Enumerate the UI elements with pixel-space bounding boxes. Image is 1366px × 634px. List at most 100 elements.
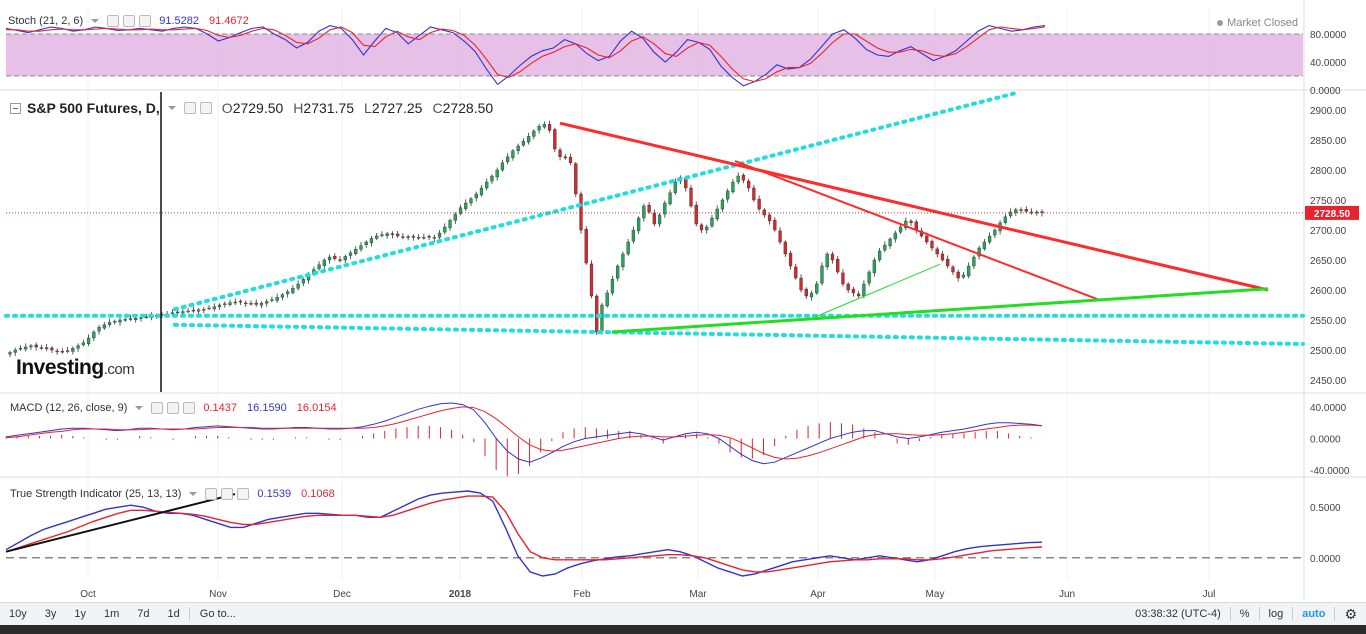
- clock-readout[interactable]: 03:38:32 (UTC-4): [1135, 608, 1221, 620]
- timeframe-1y[interactable]: 1y: [74, 608, 86, 620]
- percent-toggle[interactable]: %: [1239, 608, 1250, 620]
- timeframe-3y[interactable]: 3y: [44, 608, 57, 620]
- symbol-menu-caret-icon[interactable]: [167, 106, 176, 110]
- candle-up: [113, 321, 117, 323]
- candle-up: [343, 256, 347, 261]
- stoch-axis-label: 40.0000: [1310, 58, 1347, 69]
- candle-down: [553, 129, 557, 150]
- timeframe-1m[interactable]: 1m: [104, 608, 120, 620]
- timeframe-10y[interactable]: 10y: [9, 608, 27, 620]
- candle-up: [259, 303, 264, 306]
- investing-logo: Investing.com: [16, 356, 135, 380]
- macd-close-icon[interactable]: [183, 402, 196, 414]
- candle-down: [128, 318, 133, 320]
- candle-up: [71, 348, 75, 352]
- tsi-axis-label: 0.5000: [1310, 503, 1341, 514]
- price-axis-label: 2500.00: [1310, 346, 1347, 357]
- taskbar-strip: [0, 625, 1366, 634]
- macd-format-icon[interactable]: [167, 402, 180, 414]
- candle-down: [563, 156, 567, 159]
- candle-up: [825, 253, 829, 268]
- candle-down: [788, 252, 793, 267]
- candle-up: [610, 279, 615, 294]
- candle-up: [877, 250, 882, 261]
- stoch-settings-icon[interactable]: [107, 15, 120, 27]
- red-upper-trendline: [559, 121, 1269, 292]
- candle-up: [29, 345, 33, 348]
- candle-down: [244, 302, 248, 305]
- tsi-settings-icon[interactable]: [205, 488, 218, 500]
- stoch-k-line: [5, 25, 1046, 87]
- stoch-close-icon[interactable]: [139, 15, 152, 27]
- candle-up: [453, 214, 457, 221]
- candle-up: [228, 302, 232, 305]
- candle-down: [574, 163, 578, 195]
- last-price-tag: 2728.50: [1305, 205, 1359, 220]
- candle-down: [333, 255, 337, 260]
- candle-up: [186, 310, 190, 313]
- chart-background: [0, 0, 1366, 602]
- auto-toggle[interactable]: auto: [1302, 608, 1326, 620]
- tsi-menu-caret-icon[interactable]: [189, 492, 198, 496]
- macd-signal-value: 16.0154: [296, 402, 337, 414]
- price-axis-label: 2600.00: [1310, 286, 1347, 297]
- candle-down: [767, 214, 772, 222]
- stoch-legend: Stoch (21, 2, 6) 91.5282 91.4672: [8, 15, 249, 27]
- candle-up: [1008, 211, 1013, 217]
- candle-down: [794, 266, 798, 279]
- price-axis-label: 2750.00: [1310, 196, 1347, 207]
- tsi-close-icon[interactable]: [237, 488, 250, 500]
- logo-suffix: .com: [103, 361, 135, 378]
- macd-legend: MACD (12, 26, close, 9) 0.1437 16.1590 1…: [10, 402, 337, 414]
- stoch-axis-label: 0.0000: [1310, 86, 1341, 97]
- timeframe-7d[interactable]: 7d: [137, 608, 150, 620]
- tsi-format-icon[interactable]: [221, 488, 234, 500]
- main-settings-icon[interactable]: [183, 102, 196, 114]
- candle-down: [773, 219, 777, 231]
- candle-up: [280, 294, 285, 298]
- tsi-legend: True Strength Indicator (25, 13, 13) 0.1…: [10, 488, 335, 500]
- candle-down: [778, 230, 782, 243]
- candle-up: [24, 346, 28, 350]
- collapse-icon[interactable]: [10, 102, 21, 114]
- stoch-menu-caret-icon[interactable]: [91, 19, 100, 23]
- toolbar-divider: [1258, 607, 1260, 621]
- stoch-k-value: 91.5282: [159, 15, 199, 27]
- candle-down: [568, 156, 573, 164]
- stoch-format-icon[interactable]: [123, 15, 136, 27]
- candle-down: [925, 235, 929, 243]
- macd-axis-label: 40.0000: [1310, 403, 1347, 414]
- candle-up: [500, 162, 505, 171]
- macd-histogram: [5, 422, 1043, 477]
- candle-up: [286, 291, 290, 295]
- candle-up: [736, 175, 740, 183]
- candle-up: [86, 337, 91, 344]
- candle-up: [102, 324, 106, 329]
- macd-menu-caret-icon[interactable]: [135, 406, 144, 410]
- timeframe-1d[interactable]: 1d: [167, 608, 180, 620]
- main-legend: S&P 500 Futures, D, O2729.50 H2731.75 L2…: [10, 100, 493, 116]
- candle-up: [139, 317, 143, 319]
- candle-up: [134, 318, 138, 320]
- gear-icon[interactable]: ⚙: [1344, 605, 1357, 622]
- candle-up: [207, 307, 211, 310]
- candle-up: [8, 352, 12, 355]
- candle-down: [946, 258, 950, 267]
- candle-up: [385, 233, 389, 236]
- macd-settings-icon[interactable]: [151, 402, 164, 414]
- toolbar-divider: [1292, 607, 1294, 621]
- main-format-icon[interactable]: [199, 102, 212, 114]
- candle-down: [55, 350, 59, 353]
- time-axis-label: Dec: [333, 589, 351, 600]
- candle-up: [13, 349, 17, 353]
- log-toggle[interactable]: log: [1268, 608, 1284, 620]
- candle-down: [1019, 209, 1023, 211]
- goto-button[interactable]: Go to...: [199, 608, 236, 620]
- price-axis-label: 2800.00: [1310, 166, 1347, 177]
- candle-up: [511, 150, 515, 158]
- candle-up: [359, 245, 363, 250]
- candle-down: [647, 204, 651, 213]
- symbol-title: S&P 500 Futures, D,: [27, 100, 160, 116]
